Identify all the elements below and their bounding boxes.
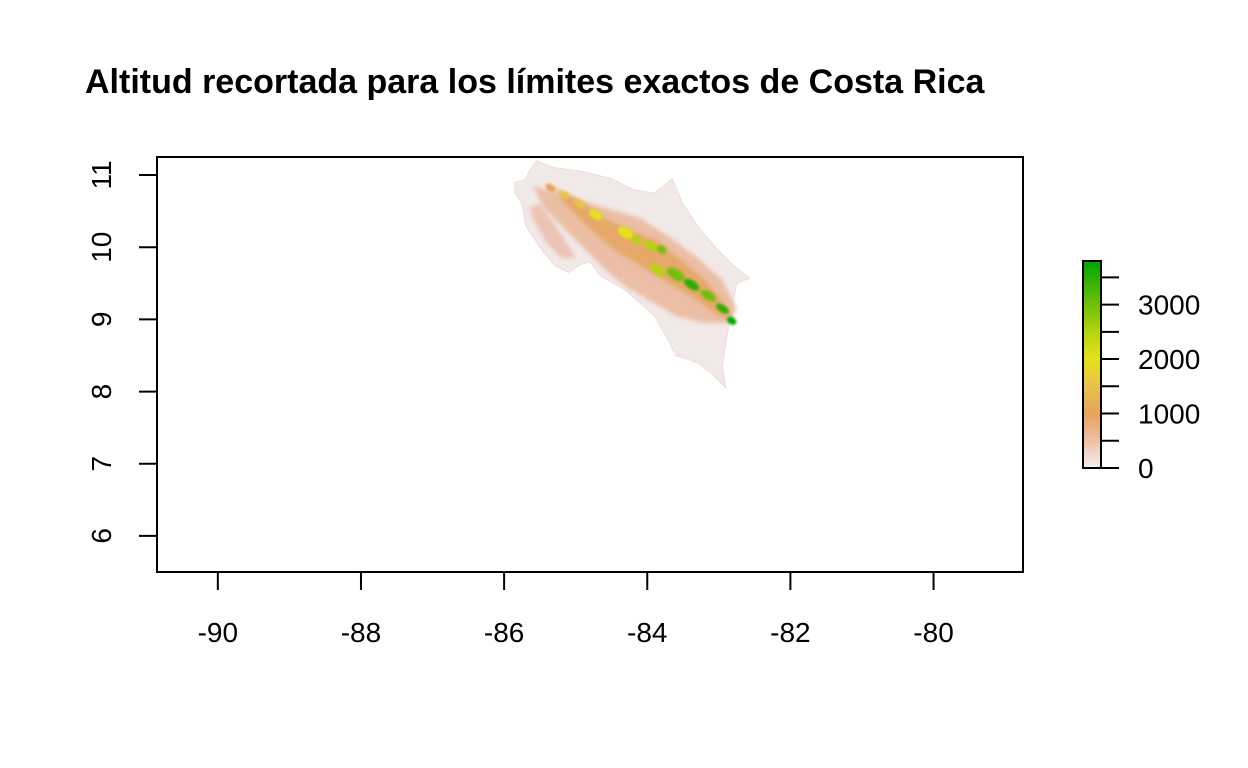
peak-area bbox=[545, 183, 556, 193]
legend-tick-label: 3000 bbox=[1138, 290, 1200, 321]
nicoya-hills bbox=[529, 203, 576, 258]
y-tick-label: 9 bbox=[86, 312, 117, 328]
y-tick-label: 7 bbox=[86, 456, 117, 472]
peak-area bbox=[716, 303, 729, 314]
legend-tick-label: 0 bbox=[1138, 453, 1154, 484]
peak-area bbox=[618, 226, 634, 240]
peak-area bbox=[631, 235, 642, 245]
peak-area bbox=[560, 191, 570, 200]
x-tick-label: -88 bbox=[341, 617, 381, 648]
legend-tick-label: 2000 bbox=[1138, 344, 1200, 375]
x-tick-label: -90 bbox=[198, 617, 238, 648]
legend-tick-label: 1000 bbox=[1138, 399, 1200, 430]
legend-ticks: 0 1000 2000 3000 bbox=[1101, 276, 1200, 484]
altitude-raster bbox=[514, 159, 751, 390]
x-axis: -90 -88 -86 -84 -82 -80 bbox=[198, 571, 954, 648]
peak-area bbox=[666, 267, 685, 282]
peak-area bbox=[589, 209, 603, 220]
x-tick-label: -82 bbox=[770, 617, 810, 648]
peak-area bbox=[573, 199, 586, 209]
y-tick-label: 8 bbox=[86, 384, 117, 400]
altitude-legend: 0 1000 2000 3000 bbox=[1082, 260, 1200, 484]
peak-area bbox=[650, 264, 666, 277]
y-tick-label: 11 bbox=[86, 160, 117, 189]
peak-area bbox=[727, 316, 737, 325]
peak-area bbox=[656, 245, 667, 254]
y-tick-label: 10 bbox=[86, 232, 117, 263]
peak-area bbox=[644, 240, 658, 252]
x-tick-label: -86 bbox=[484, 617, 524, 648]
y-tick-label: 6 bbox=[86, 528, 117, 544]
chart-title: Altitud recortada para los límites exact… bbox=[85, 63, 985, 101]
legend-colorbar bbox=[1082, 260, 1102, 469]
peak-area bbox=[683, 278, 700, 291]
y-axis: 6 7 8 9 10 11 bbox=[86, 160, 157, 544]
x-tick-label: -84 bbox=[627, 617, 667, 648]
x-tick-label: -80 bbox=[913, 617, 953, 648]
peak-area bbox=[700, 289, 716, 302]
